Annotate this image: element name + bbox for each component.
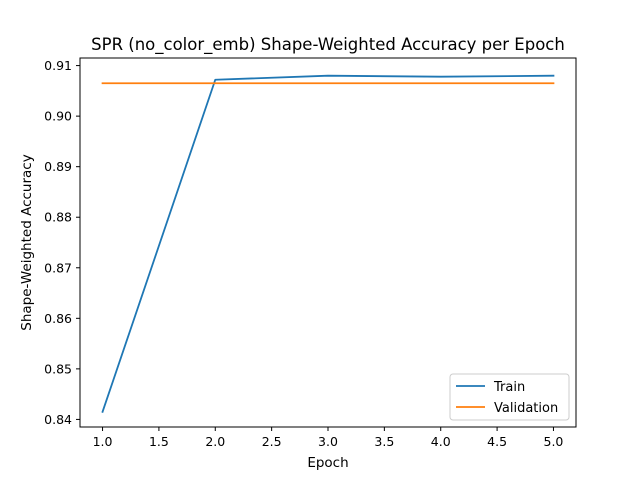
y-tick-label: 0.89 — [44, 159, 72, 174]
y-tick-label: 0.87 — [44, 260, 72, 275]
legend-train-label: Train — [493, 380, 525, 395]
y-tick-label: 0.85 — [44, 361, 72, 376]
x-tick-label: 2.0 — [205, 434, 225, 449]
series-layer — [101, 74, 555, 413]
y-tick-label: 0.91 — [44, 58, 72, 73]
chart-title: SPR (no_color_emb) Shape-Weighted Accura… — [91, 35, 565, 55]
y-axis-label: Shape-Weighted Accuracy — [19, 154, 35, 330]
x-tick-label: 1.0 — [93, 434, 113, 449]
y-tick-label: 0.88 — [44, 210, 72, 225]
y-tick-label: 0.90 — [44, 109, 72, 124]
x-tick-label: 4.5 — [487, 434, 507, 449]
y-tick-label: 0.84 — [44, 412, 72, 427]
x-tick-label: 4.0 — [431, 434, 451, 449]
legend-validation-label: Validation — [494, 401, 558, 416]
x-tick-label: 3.0 — [318, 434, 338, 449]
series-line-train — [101, 74, 555, 413]
x-axis-label: Epoch — [307, 455, 348, 471]
x-tick-label: 2.5 — [262, 434, 282, 449]
y-tick-label: 0.86 — [44, 311, 72, 326]
x-tick-label: 3.5 — [374, 434, 394, 449]
legend: Train Validation — [449, 373, 570, 421]
x-tick-label: 1.5 — [149, 434, 169, 449]
plot-frame — [79, 57, 577, 428]
x-tick-label: 5.0 — [544, 434, 564, 449]
ticks-layer: 1.0 1.5 2.0 2.5 3.0 3.5 4.0 4.5 5.0 0.84 0.85 0.86 0… — [44, 58, 563, 449]
